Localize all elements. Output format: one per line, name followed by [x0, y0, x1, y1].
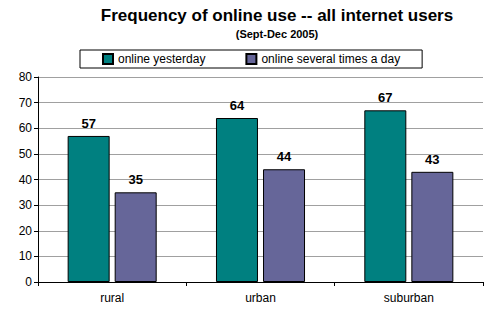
- svg-text:online several times a day: online several times a day: [261, 52, 400, 66]
- svg-text:50: 50: [19, 147, 33, 161]
- svg-text:Frequency of online use -- all: Frequency of online use -- all internet …: [101, 6, 453, 25]
- svg-text:20: 20: [19, 224, 33, 238]
- svg-text:10: 10: [19, 249, 33, 263]
- svg-text:online yesterday: online yesterday: [118, 52, 205, 66]
- svg-text:(Sept-Dec 2005): (Sept-Dec 2005): [236, 28, 319, 40]
- svg-text:60: 60: [19, 121, 33, 135]
- svg-text:30: 30: [19, 198, 33, 212]
- svg-text:44: 44: [277, 149, 292, 164]
- svg-text:0: 0: [25, 275, 32, 289]
- svg-text:43: 43: [425, 152, 439, 167]
- svg-text:rural: rural: [100, 291, 124, 305]
- svg-text:35: 35: [128, 172, 142, 187]
- svg-text:40: 40: [19, 173, 33, 187]
- svg-text:57: 57: [81, 116, 95, 131]
- svg-text:urban: urban: [245, 291, 276, 305]
- svg-text:70: 70: [19, 96, 33, 110]
- svg-text:67: 67: [378, 90, 392, 105]
- svg-text:64: 64: [230, 98, 245, 113]
- svg-text:80: 80: [19, 70, 33, 84]
- svg-text:suburban: suburban: [384, 291, 434, 305]
